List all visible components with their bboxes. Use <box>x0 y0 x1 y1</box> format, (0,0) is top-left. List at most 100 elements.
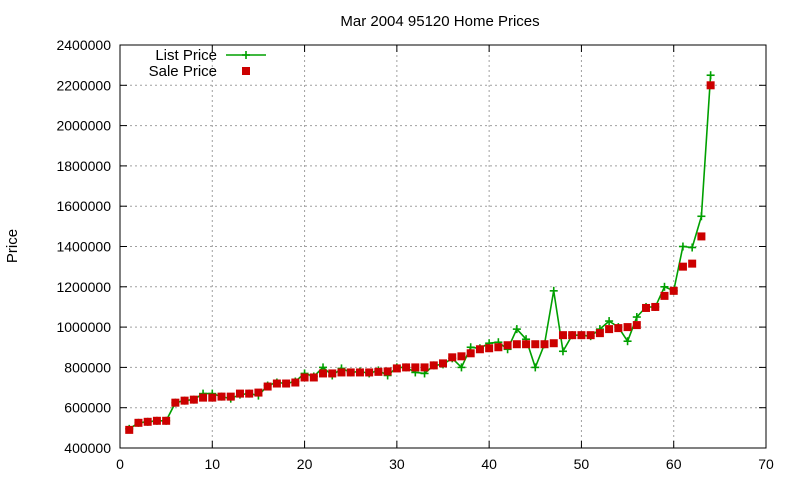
sale-price-point <box>346 368 355 377</box>
legend: List Price Sale Price <box>149 47 266 80</box>
list-price-point <box>549 286 558 295</box>
sale-price-point <box>254 388 263 397</box>
list-price-point <box>678 242 687 251</box>
x-tick-label: 0 <box>116 456 124 472</box>
sale-price-point <box>319 369 328 378</box>
y-tick-label: 400000 <box>64 440 111 456</box>
list-price-point <box>697 212 706 221</box>
sale-price-point <box>558 331 567 340</box>
sale-price-point <box>309 373 318 382</box>
sale-price-point <box>355 368 364 377</box>
sale-price-point <box>605 325 614 334</box>
legend-marker-sale-price <box>242 67 250 75</box>
sale-price-point <box>466 349 475 358</box>
legend-label-sale-price: Sale Price <box>149 63 217 80</box>
x-tick-label: 60 <box>666 456 682 472</box>
grid-lines <box>120 45 766 448</box>
sale-price-point <box>226 392 235 401</box>
list-price-point <box>706 71 715 80</box>
sale-price-point <box>374 367 383 376</box>
list-price-line <box>128 75 712 430</box>
sale-price-point <box>143 417 152 426</box>
y-tick-label: 800000 <box>64 359 111 375</box>
y-tick-label: 2000000 <box>56 118 111 134</box>
sale-price-point <box>300 373 309 382</box>
sale-price-point <box>642 303 651 312</box>
sale-price-point <box>586 331 595 340</box>
legend-label-list-price: List Price <box>155 47 217 64</box>
legend-marks <box>226 51 266 75</box>
sale-price-point <box>291 378 300 387</box>
sale-price-point <box>688 259 697 268</box>
list-price-point <box>688 243 697 252</box>
chart-title: Mar 2004 95120 Home Prices <box>340 13 539 30</box>
x-tick-label: 70 <box>758 456 774 472</box>
sale-price-point <box>448 353 457 362</box>
sale-price-point <box>328 369 337 378</box>
sale-price-point <box>512 340 521 349</box>
sale-price-point <box>669 286 678 295</box>
sale-price-point <box>494 343 503 352</box>
sale-price-point <box>263 382 272 391</box>
list-price-point <box>605 317 614 326</box>
sale-price-point <box>678 262 687 271</box>
sale-price-point <box>125 425 134 434</box>
sale-price-point <box>623 323 632 332</box>
x-tick-label: 40 <box>481 456 497 472</box>
sale-price-point <box>577 331 586 340</box>
sale-price-point <box>706 81 715 90</box>
sale-price-point <box>475 345 484 354</box>
y-tick-label: 1600000 <box>56 198 111 214</box>
sale-price-point <box>162 416 171 425</box>
sale-price-point <box>503 341 512 350</box>
list-price-point <box>558 347 567 356</box>
sale-price-point <box>429 361 438 370</box>
sale-price-point <box>549 339 558 348</box>
y-tick-label: 2200000 <box>56 77 111 93</box>
sale-price-point <box>420 363 429 372</box>
sale-price-point <box>245 389 254 398</box>
list-price-point <box>623 337 632 346</box>
sale-price-point <box>392 364 401 373</box>
x-tick-label: 20 <box>297 456 313 472</box>
sale-price-point <box>402 363 411 372</box>
sale-price-point <box>485 344 494 353</box>
sale-price-point <box>651 302 660 311</box>
x-tick-label: 50 <box>574 456 590 472</box>
sale-price-point <box>365 368 374 377</box>
sale-price-point <box>235 389 244 398</box>
list-price-point <box>660 282 669 291</box>
sale-price-point <box>439 359 447 368</box>
sale-price-point <box>531 340 540 349</box>
list-price-point <box>457 363 466 372</box>
y-tick-label: 2400000 <box>56 37 111 53</box>
x-tick-label: 30 <box>389 456 405 472</box>
sale-price-point <box>337 368 346 377</box>
y-tick-label: 1000000 <box>56 319 111 335</box>
sale-price-point <box>522 340 531 349</box>
x-tick-label: 10 <box>204 456 220 472</box>
series-layer <box>125 71 715 434</box>
sale-price-point <box>383 367 392 376</box>
y-axis-label: Price <box>4 229 21 263</box>
sale-price-point <box>282 379 291 388</box>
sale-price-point <box>595 329 604 338</box>
sale-price-point <box>152 416 161 425</box>
sale-price-point <box>568 331 577 340</box>
sale-price-point <box>208 393 217 402</box>
list-price-point <box>632 313 641 322</box>
sale-price-point <box>632 321 641 330</box>
sale-price-point <box>199 393 208 402</box>
y-tick-label: 1400000 <box>56 239 111 255</box>
y-tick-label: 600000 <box>64 400 111 416</box>
sale-price-point <box>180 396 189 405</box>
y-tick-label: 1200000 <box>56 279 111 295</box>
sale-price-point <box>457 352 466 361</box>
y-tick-label: 1800000 <box>56 158 111 174</box>
sale-price-point <box>217 392 226 401</box>
sale-price-point <box>272 379 281 388</box>
list-price-point <box>531 363 540 372</box>
sale-price-point <box>411 363 420 372</box>
sale-price-point <box>171 398 180 407</box>
